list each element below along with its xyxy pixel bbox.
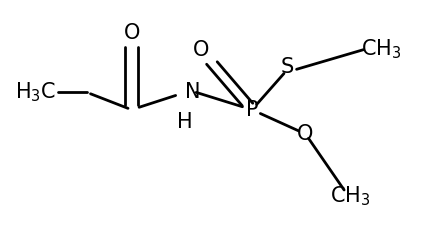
Text: CH$_3$: CH$_3$ [361,38,401,61]
Text: O: O [124,24,140,43]
Text: O: O [297,124,314,144]
Text: CH$_3$: CH$_3$ [330,185,370,208]
Text: N: N [185,82,201,102]
Text: S: S [281,57,294,77]
Text: H$_3$C: H$_3$C [15,81,56,104]
Text: O: O [193,40,209,60]
Text: H: H [177,112,193,132]
Text: P: P [246,100,258,120]
